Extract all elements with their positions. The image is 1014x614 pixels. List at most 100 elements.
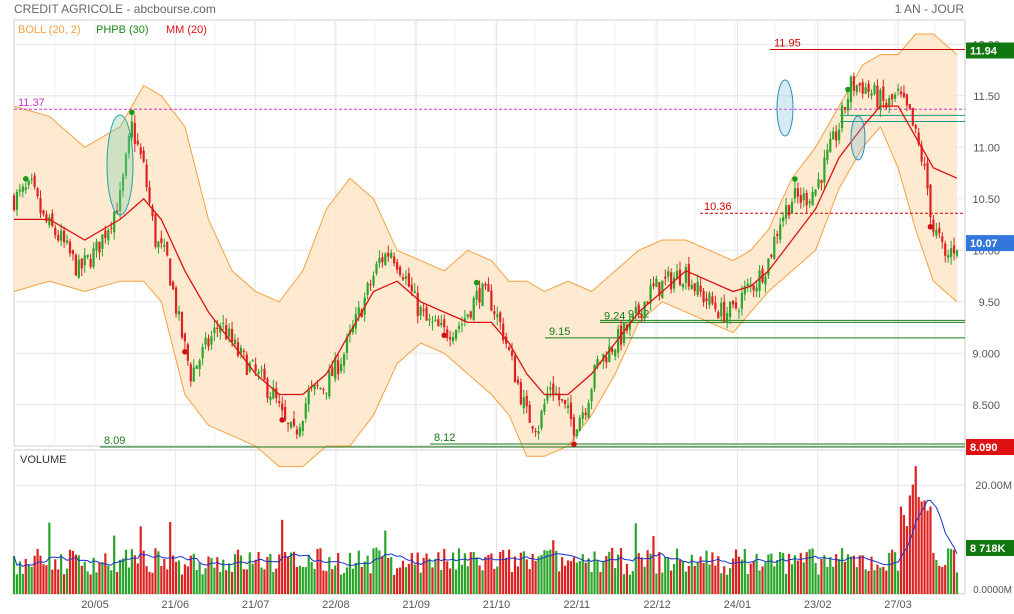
- candle-body: [675, 270, 679, 279]
- candle-body: [133, 122, 136, 144]
- volume-bar: [696, 562, 699, 594]
- volume-bar: [714, 565, 717, 594]
- candle-body: [104, 230, 107, 239]
- volume-bar: [116, 571, 119, 594]
- volume-bar: [861, 555, 864, 594]
- volume-bar: [39, 555, 42, 594]
- volume-bar: [416, 552, 419, 594]
- candle-body: [905, 94, 909, 106]
- candle-body: [475, 290, 478, 300]
- volume-bar: [885, 570, 888, 594]
- volume-bar: [888, 552, 891, 594]
- volume-bar: [481, 570, 484, 594]
- candle-body: [840, 105, 844, 129]
- volume-bar: [395, 568, 399, 594]
- candle-body: [74, 254, 77, 276]
- volume-bar: [307, 555, 310, 594]
- candle-body: [546, 393, 549, 401]
- volume-bar: [118, 559, 122, 594]
- candle-body: [18, 189, 21, 192]
- candle-body: [142, 150, 145, 162]
- volume-bar: [27, 564, 30, 594]
- x-tick-label: 24/01: [724, 599, 752, 611]
- candle-body: [443, 319, 446, 328]
- volume-bar: [113, 535, 116, 594]
- volume-bar: [605, 556, 608, 594]
- volume-bar: [281, 519, 284, 594]
- x-tick-label: 20/05: [81, 599, 109, 611]
- volume-bar: [505, 557, 508, 594]
- volume-bar: [57, 569, 60, 594]
- volume-bar: [83, 561, 86, 594]
- candle-body: [569, 402, 573, 420]
- candle-body: [755, 287, 758, 292]
- volume-bar: [569, 561, 573, 594]
- candle-body: [563, 399, 567, 405]
- volume-bar: [463, 553, 466, 594]
- candle-body: [814, 189, 817, 196]
- candle-body: [366, 283, 369, 295]
- volume-bar: [513, 556, 517, 594]
- volume-bar: [210, 558, 213, 594]
- candle-body: [640, 313, 643, 318]
- volume-bar: [228, 563, 231, 594]
- candle-body: [95, 241, 98, 251]
- volume-bar: [192, 553, 195, 594]
- candle-body: [422, 309, 425, 311]
- volume-bar: [289, 552, 293, 594]
- volume-bar: [864, 569, 867, 594]
- candle-body: [740, 292, 743, 309]
- y-tick-label: 10.00: [972, 245, 1000, 257]
- candle-body: [398, 267, 402, 275]
- bollinger-lower-line: [13, 125, 958, 468]
- volume-bar: [127, 567, 131, 594]
- volume-bar: [30, 566, 33, 594]
- volume-bar: [284, 552, 287, 594]
- volume-bar: [690, 554, 693, 594]
- volume-bar: [840, 548, 844, 594]
- legend-entry: MM (20): [166, 24, 207, 36]
- volume-bar: [507, 549, 511, 594]
- candle-body: [746, 283, 749, 287]
- volume-bar: [737, 556, 741, 594]
- candle-body: [552, 383, 555, 396]
- candle-body: [947, 255, 950, 258]
- volume-bar: [717, 556, 720, 594]
- volume-bar: [726, 574, 729, 594]
- candle-body: [493, 311, 496, 315]
- volume-bar: [239, 555, 243, 594]
- volume-bar: [54, 559, 57, 594]
- volume-bar: [230, 571, 234, 594]
- candle-body: [882, 86, 885, 101]
- candle-body: [121, 174, 125, 191]
- volume-bar: [705, 550, 708, 594]
- volume-bar: [723, 566, 726, 594]
- volume-bar: [950, 549, 953, 594]
- volume-bar: [534, 561, 537, 594]
- candle-body: [446, 329, 449, 338]
- candle-body: [113, 211, 116, 233]
- volume-bar: [782, 552, 785, 594]
- candle-body: [160, 238, 163, 243]
- candle-body: [393, 256, 396, 264]
- volume-bar: [15, 574, 19, 594]
- candle-body: [779, 224, 782, 240]
- candle-body: [245, 354, 248, 375]
- volume-bar: [272, 571, 275, 594]
- volume-bar: [667, 557, 670, 594]
- volume-bar: [528, 569, 531, 594]
- candle-body: [941, 236, 944, 242]
- candle-body: [68, 241, 72, 254]
- volume-bar: [734, 549, 738, 594]
- volume-bar: [767, 554, 770, 594]
- candle-body: [413, 291, 416, 293]
- candle-body: [858, 83, 861, 86]
- volume-bar: [490, 553, 493, 594]
- candle-body: [584, 412, 587, 415]
- volume-bar: [923, 500, 926, 594]
- volume-bar: [33, 555, 36, 594]
- x-tick-label: 27/03: [884, 599, 912, 611]
- signal-dot-down: [441, 332, 448, 339]
- candle-body: [225, 324, 228, 340]
- signal-dot-up: [129, 109, 135, 116]
